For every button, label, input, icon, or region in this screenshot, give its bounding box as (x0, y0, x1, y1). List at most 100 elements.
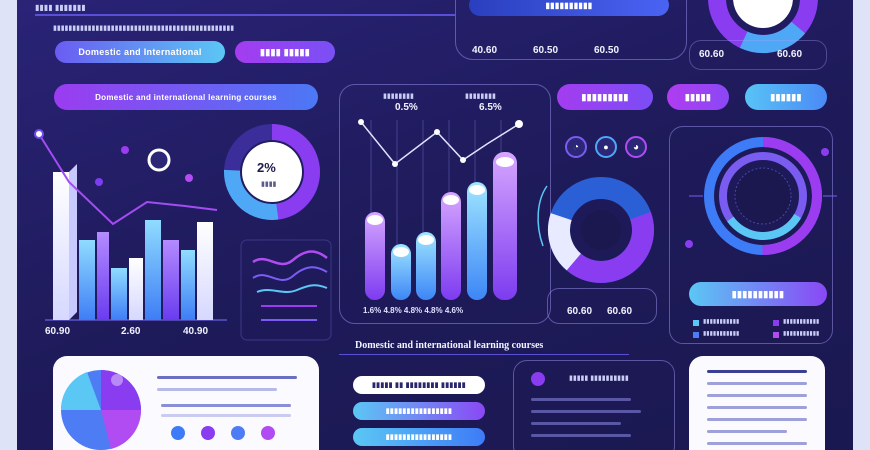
section-title: Domestic and international learning cour… (355, 340, 544, 351)
center-bar (365, 212, 385, 300)
center-stat-label-2: ▮▮▮▮▮▮▮▮ (465, 93, 496, 100)
left-bar (111, 268, 127, 320)
top-right-donut (708, 0, 818, 53)
left-bar-side (69, 164, 77, 320)
legend-item-2: ▮▮▮▮▮▮▮▮▮▮▮ (783, 319, 820, 325)
left-bar (163, 240, 179, 320)
trend-point (185, 174, 193, 182)
text-line (707, 430, 787, 433)
filter-pill-right[interactable]: ▮▮▮▮ ▮▮▮▮▮ (235, 41, 335, 63)
top-center-value-3: 60.50 (594, 45, 620, 56)
center-bar (441, 192, 461, 300)
ring-value-2: 60.60 (607, 306, 633, 317)
circle-icon[interactable]: ● (595, 136, 617, 158)
top-center-value-1: 40.60 (472, 45, 498, 56)
ring-values-box (547, 288, 657, 324)
chart-icon[interactable]: ◔ (565, 136, 587, 158)
trend-point (34, 129, 44, 139)
trend-point (392, 161, 398, 167)
right-pill-2[interactable]: ▮▮▮▮▮ (667, 84, 729, 110)
top-center-panel (455, 0, 687, 60)
section-divider (339, 354, 629, 355)
text-line (161, 414, 291, 417)
text-line (161, 404, 291, 407)
text-line (157, 388, 277, 391)
text-line (707, 382, 807, 385)
header-divider (35, 14, 455, 16)
trend-point (434, 129, 440, 135)
legend-swatch (773, 320, 779, 326)
bar-label-2: 2.60 (121, 326, 141, 337)
text-line (707, 394, 807, 397)
dot-icon[interactable] (171, 426, 185, 440)
text-line (707, 406, 807, 409)
center-stat-value-2: 6.5% (479, 102, 502, 113)
right-pill-3[interactable]: ▮▮▮▮▮▮ (745, 84, 827, 110)
header-subtitle: ▮▮▮▮▮▮▮▮▮▮▮▮▮▮▮▮▮▮▮▮▮▮▮▮▮▮▮▮▮▮▮▮▮▮▮▮▮▮▮▮… (53, 25, 235, 32)
top-right-values-box (689, 40, 827, 70)
left-bar (197, 222, 213, 320)
center-bar-chart (358, 119, 523, 300)
center-donut (224, 124, 320, 220)
list-header: ▮▮▮▮▮ ▮▮▮▮▮▮▮▮▮▮ (569, 375, 629, 382)
search-pill-wide[interactable]: Domestic and international learning cour… (54, 84, 318, 110)
right-ring-chart (685, 137, 837, 255)
bottom-left-pie (60, 370, 142, 450)
left-bar (79, 240, 95, 320)
left-bar (181, 250, 195, 320)
left-bar (145, 220, 161, 320)
bottom-list-panel (513, 360, 675, 450)
list-bullet-icon (531, 372, 545, 386)
text-line (531, 398, 631, 401)
right-panel (669, 126, 833, 344)
text-line (531, 434, 631, 437)
text-line (157, 376, 297, 379)
center-bar (391, 244, 411, 300)
bottom-button-1[interactable]: ▮▮▮▮▮ ▮▮ ▮▮▮▮▮▮▮▮ ▮▮▮▮▮▮ (353, 376, 485, 394)
dot-icon[interactable] (201, 426, 215, 440)
legend-item-4: ▮▮▮▮▮▮▮▮▮▮▮ (783, 331, 820, 337)
donut-center-caption: ▮▮▮▮ (261, 181, 277, 188)
text-line (707, 418, 807, 421)
legend-swatch (693, 332, 699, 338)
text-line (707, 370, 807, 373)
top-right-value-1: 60.60 (699, 49, 725, 60)
bottom-button-2[interactable]: ▮▮▮▮▮▮▮▮▮▮▮▮▮▮▮▮ (353, 402, 485, 420)
center-trend-line (360, 121, 520, 166)
left-bar (97, 232, 109, 320)
text-line (531, 422, 621, 425)
trend-point (358, 119, 364, 125)
text-line (707, 442, 807, 445)
bottom-button-3[interactable]: ▮▮▮▮▮▮▮▮▮▮▮▮▮▮▮▮ (353, 428, 485, 446)
dot-icon[interactable] (231, 426, 245, 440)
node-core (156, 157, 162, 163)
center-bar (416, 232, 436, 300)
trend-point (515, 120, 523, 128)
ring-value-1: 60.60 (567, 306, 593, 317)
wave-lines (240, 239, 332, 341)
header-banner: ▮▮▮▮ ▮▮▮▮▮▮▮ (35, 3, 86, 12)
top-center-value-2: 60.50 (533, 45, 559, 56)
center-axis-text: 1.6% 4.8% 4.8% 4.8% 4.6% (363, 306, 464, 315)
legend-swatch (773, 332, 779, 338)
top-right-value-2: 60.60 (777, 49, 803, 60)
trend-point (460, 157, 466, 163)
filter-pill-left[interactable]: Domestic and International (55, 41, 225, 63)
left-bar (53, 172, 69, 320)
right-pill-1[interactable]: ▮▮▮▮▮▮▮▮▮ (557, 84, 653, 110)
bar-label-3: 40.90 (183, 326, 209, 337)
trend-point (95, 178, 103, 186)
center-bar (467, 182, 487, 300)
right-panel-pill[interactable]: ▮▮▮▮▮▮▮▮▮▮ (689, 282, 827, 306)
left-bar-chart (34, 129, 227, 321)
pie-icon[interactable]: ◕ (625, 136, 647, 158)
right-center-donut (537, 177, 654, 283)
bar-label-1: 60.90 (45, 326, 71, 337)
left-trend-line (38, 133, 218, 226)
top-center-button[interactable]: ▮▮▮▮▮▮▮▮▮▮ (469, 0, 669, 16)
left-bar (129, 258, 143, 320)
center-bar (493, 152, 517, 300)
dot-icon[interactable] (261, 426, 275, 440)
center-stat-label-1: ▮▮▮▮▮▮▮▮ (383, 93, 414, 100)
legend-swatch (693, 320, 699, 326)
